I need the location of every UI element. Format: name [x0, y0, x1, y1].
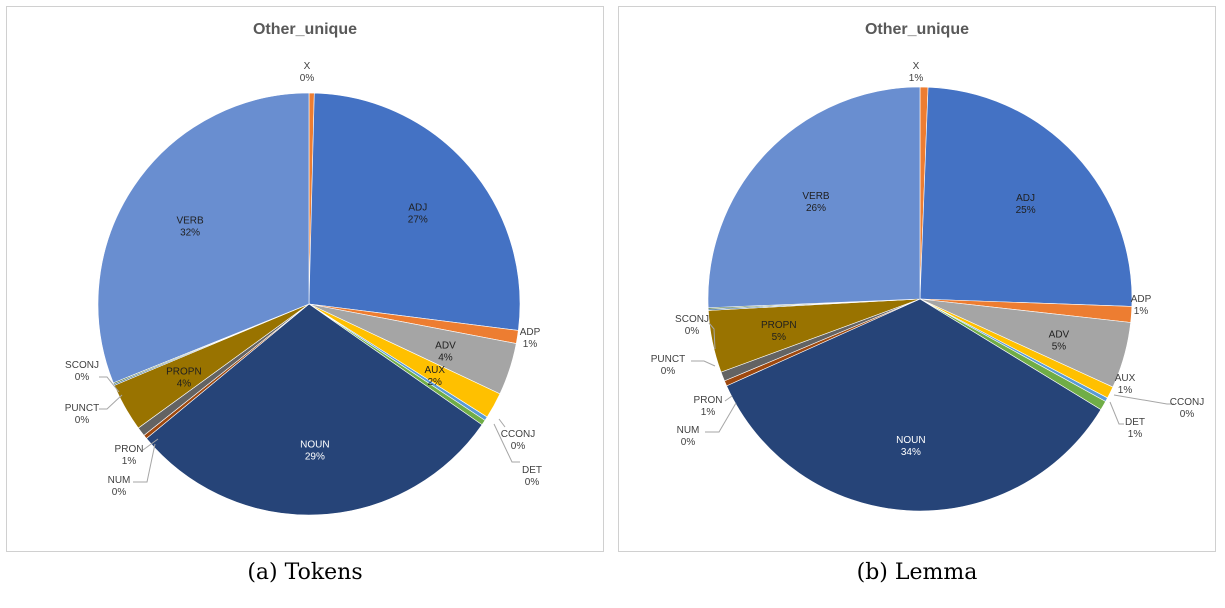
slice-percent-sconj: 0%	[75, 372, 90, 383]
slice-percent-punct: 0%	[75, 415, 90, 426]
slice-percent-noun: 34%	[901, 447, 921, 458]
slice-label-x: X	[913, 61, 920, 72]
slice-label-noun: NOUN	[896, 435, 925, 446]
pie-slice-verb	[97, 92, 310, 384]
slice-label-aux: AUX	[424, 365, 445, 376]
slice-percent-sconj: 0%	[685, 326, 700, 337]
leader-line-cconj	[1113, 394, 1174, 405]
leader-line-pron	[724, 395, 733, 402]
slice-percent-x: 1%	[909, 73, 924, 84]
chart-panel-tokens: Other_unique X 0% ADJ 27% ADP 1% ADV 4% AUX 2% CCO…	[6, 6, 604, 552]
slice-label-num: NUM	[108, 475, 131, 486]
leader-line-sconj	[99, 376, 120, 393]
pie-slice-verb	[707, 86, 921, 309]
slice-label-adp: ADP	[1131, 294, 1152, 305]
slice-percent-x: 0%	[300, 73, 315, 84]
slice-percent-verb: 32%	[180, 228, 200, 239]
slice-label-verb: VERB	[802, 191, 830, 202]
pie-slice-adj	[919, 86, 1133, 307]
slice-label-adj: ADJ	[408, 202, 427, 213]
pie-slice-adj	[308, 92, 521, 331]
slice-label-det: DET	[1125, 417, 1145, 428]
slice-label-adv: ADV	[1049, 329, 1070, 340]
slice-percent-cconj: 0%	[511, 441, 526, 452]
slice-percent-adp: 1%	[523, 339, 538, 350]
chart-title: Other_unique	[252, 21, 357, 38]
slice-percent-pron: 1%	[122, 456, 137, 467]
pie-slice-noun	[145, 303, 483, 516]
slice-percent-adj: 25%	[1016, 205, 1036, 216]
slice-label-propn: PROPN	[761, 320, 797, 331]
slice-label-cconj: CCONJ	[1170, 397, 1204, 408]
slice-percent-det: 1%	[1128, 429, 1143, 440]
slice-percent-num: 0%	[112, 487, 127, 498]
slice-label-sconj: SCONJ	[65, 360, 99, 371]
slice-label-pron: PRON	[115, 444, 144, 455]
slice-label-x: X	[304, 61, 311, 72]
leader-line-punct	[99, 394, 123, 410]
slice-label-pron: PRON	[694, 395, 723, 406]
leader-line-punct	[691, 360, 716, 367]
chart-title: Other_unique	[864, 21, 969, 38]
leader-line-num	[705, 402, 737, 433]
slice-percent-pron: 1%	[701, 407, 716, 418]
slice-label-aux: AUX	[1115, 373, 1136, 384]
slice-label-adj: ADJ	[1016, 193, 1035, 204]
slice-label-num: NUM	[677, 425, 700, 436]
slice-percent-adv: 5%	[1052, 341, 1067, 352]
pie-chart-tokens: X0%ADJ27%ADP1%ADV4%AUX2%CCONJ0%DET0%NOUN…	[65, 61, 542, 516]
leader-line-pron	[142, 438, 159, 451]
chart-panel-lemma: Other_unique X 1% ADJ 25% ADP 1% ADV 5% AUX 1% CCO…	[618, 6, 1216, 552]
slice-label-cconj: CCONJ	[501, 429, 535, 440]
slice-percent-det: 0%	[525, 477, 540, 488]
slice-label-det: DET	[522, 465, 542, 476]
slice-label-noun: NOUN	[300, 439, 329, 450]
slice-percent-propn: 5%	[772, 332, 787, 343]
pie-chart-lemma: X1%ADJ25%ADP1%ADV5%AUX1%CCONJ0%DET1%NOUN…	[651, 61, 1204, 512]
slice-label-adv: ADV	[435, 340, 456, 351]
slice-label-punct: PUNCT	[65, 403, 99, 414]
slice-percent-adj: 27%	[408, 214, 428, 225]
leader-line-det	[1109, 401, 1124, 425]
slice-percent-noun: 29%	[305, 451, 325, 462]
slice-percent-num: 0%	[681, 437, 696, 448]
slice-label-sconj: SCONJ	[675, 314, 709, 325]
leader-line-cconj	[498, 418, 506, 428]
slice-percent-punct: 0%	[661, 366, 676, 377]
slice-percent-adp: 1%	[1134, 306, 1149, 317]
leader-line-num	[133, 443, 156, 483]
slice-label-propn: PROPN	[166, 366, 202, 377]
slice-label-punct: PUNCT	[651, 354, 685, 365]
pie-slice-noun	[726, 298, 1102, 512]
leader-line-sconj	[708, 322, 716, 350]
caption-lemma: (b) Lemma	[856, 560, 978, 585]
leader-line-det	[493, 423, 520, 463]
slice-percent-cconj: 0%	[1180, 409, 1195, 420]
slice-percent-verb: 26%	[806, 203, 826, 214]
slice-percent-aux: 2%	[428, 377, 443, 388]
caption-tokens: (a) Tokens	[247, 560, 363, 585]
slice-percent-aux: 1%	[1118, 385, 1133, 396]
slice-label-verb: VERB	[176, 216, 204, 227]
slice-percent-adv: 4%	[438, 352, 453, 363]
slice-label-adp: ADP	[520, 327, 541, 338]
slice-percent-propn: 4%	[177, 378, 192, 389]
